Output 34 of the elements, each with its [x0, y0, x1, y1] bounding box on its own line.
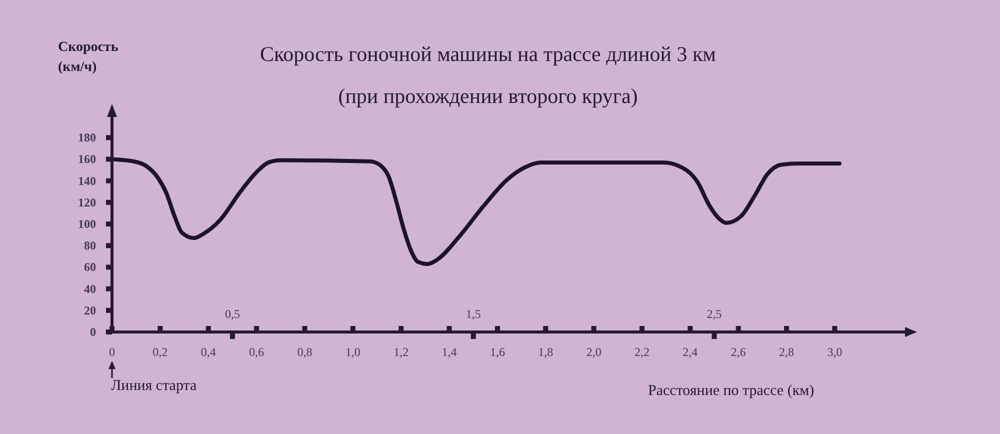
x2-tick-label: 1,5 — [466, 307, 481, 321]
chart-subtitle: (при прохождении второго круга) — [337, 84, 639, 109]
y-tick-label: 20 — [84, 303, 96, 318]
x-tick-label: 1,6 — [490, 345, 505, 359]
x-tick-label: 0 — [109, 345, 115, 359]
y-tick-label: 80 — [84, 238, 96, 253]
y-tick-label: 0 — [90, 325, 96, 339]
y-tick-label: 140 — [78, 174, 96, 188]
x-axis-title: Расстояние по трассе (км) — [648, 383, 814, 400]
chart-title: Скорость гоночной машины на трассе длиной 3 км — [259, 42, 717, 67]
x-tick-label: 2,8 — [779, 345, 794, 359]
x-tick-label: 2,0 — [586, 345, 602, 359]
x-tick-label: 2,2 — [634, 345, 650, 359]
y-tick-label: 60 — [84, 260, 96, 274]
y-axis-title: Скорость (км/ч) — [58, 39, 120, 77]
x-tick-label: 0,2 — [152, 345, 168, 359]
x-tick-label: 2,6 — [730, 345, 746, 359]
x-tick-label: 0,6 — [249, 345, 264, 359]
y-tick-label: 160 — [78, 152, 96, 166]
y-tick-label: 100 — [78, 217, 96, 231]
x-tick-label: 1,2 — [394, 345, 409, 359]
x-tick-label: 1,0 — [345, 345, 360, 359]
x-tick-label: 3,0 — [827, 345, 842, 359]
y-tick-label: 120 — [78, 195, 96, 210]
y-tick-label: 40 — [84, 282, 96, 296]
x2-tick-label: 0,5 — [224, 307, 240, 321]
y-tick-label: 180 — [78, 130, 96, 145]
x-tick-label: 0,4 — [200, 345, 216, 359]
x-tick-label: 1,4 — [442, 345, 457, 359]
x-tick-label: 0,8 — [297, 345, 312, 359]
x2-tick-label: 2,5 — [706, 307, 722, 321]
text: Линия старта — [111, 378, 197, 395]
x-tick-label: 1,8 — [538, 345, 554, 359]
x-tick-label: 2,4 — [682, 345, 698, 359]
